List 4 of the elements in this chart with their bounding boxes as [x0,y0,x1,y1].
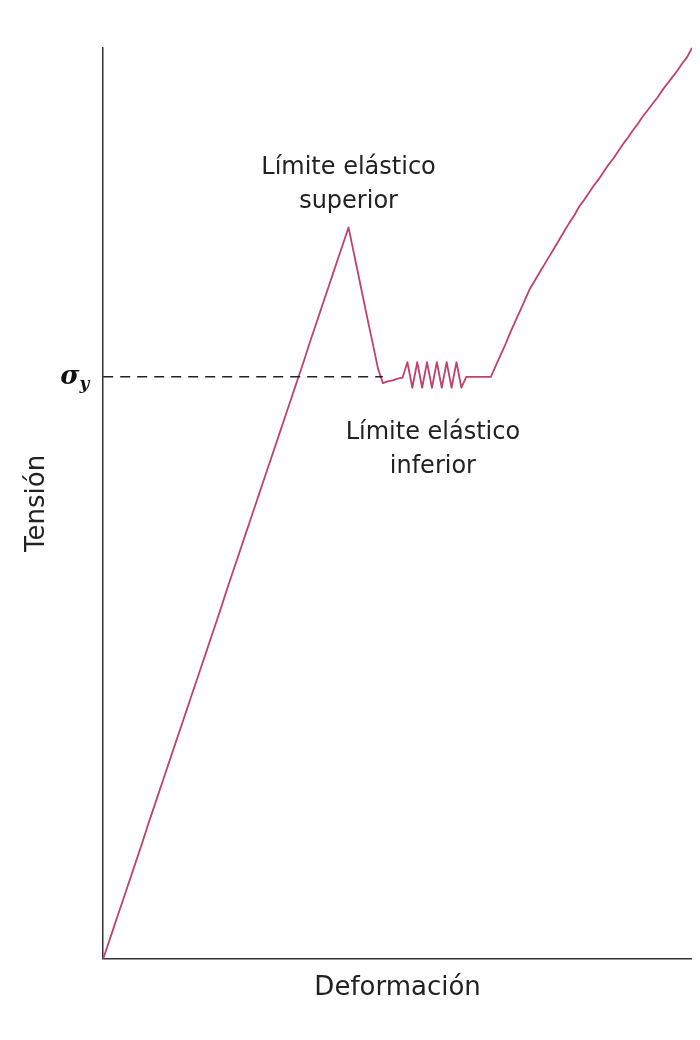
y-axis-title: Tensión [20,454,51,553]
annotation: Límite elástico inferior [345,417,521,480]
x-axis-title: Deformación [314,971,481,1002]
annotation: Límite elástico superior [261,151,436,214]
